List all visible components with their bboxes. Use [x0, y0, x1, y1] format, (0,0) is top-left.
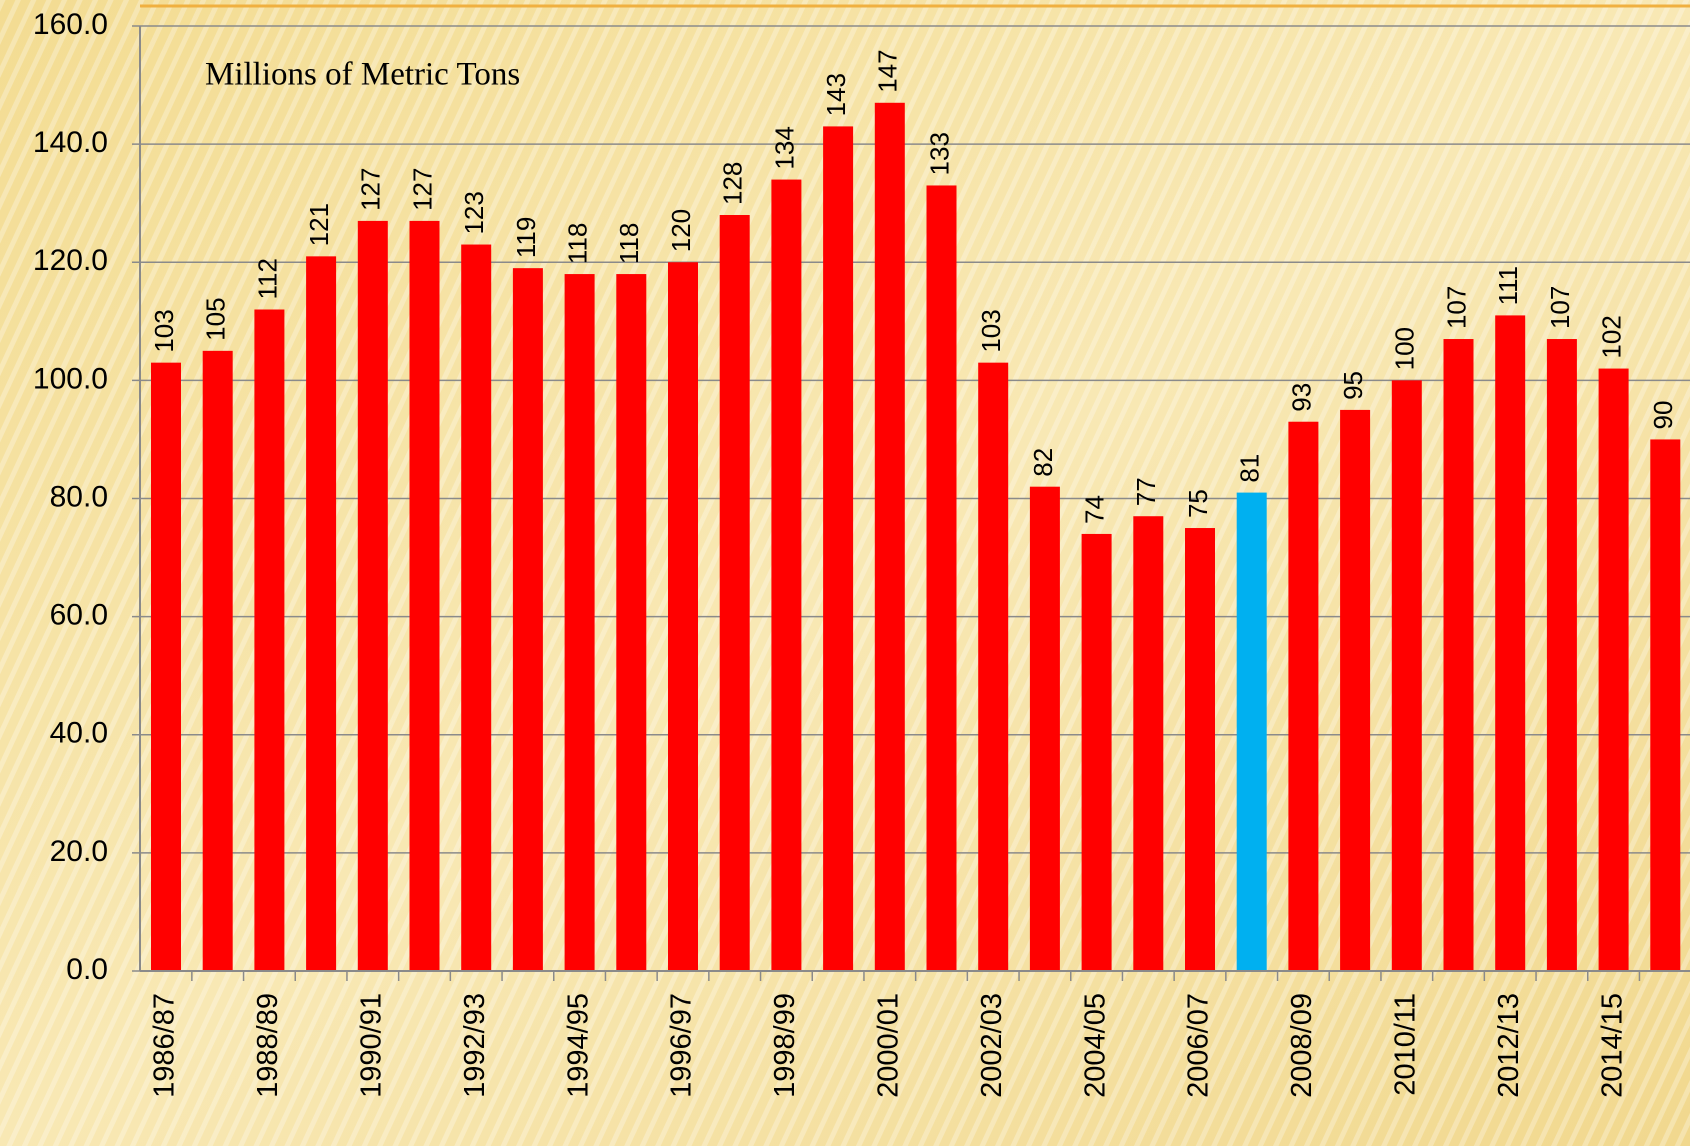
x-tick-label: 2012/13 [1493, 993, 1525, 1098]
x-tick-label: 1998/99 [769, 993, 801, 1098]
bar [151, 362, 181, 971]
bar [564, 274, 595, 971]
y-tick-label: 20.0 [50, 835, 108, 868]
x-tick-label: 2010/11 [1389, 993, 1421, 1096]
y-tick-label: 100.0 [33, 362, 108, 395]
x-tick-label: 2002/03 [976, 993, 1008, 1098]
bar [1546, 339, 1577, 971]
value-label: 107 [1545, 286, 1575, 329]
bar [771, 179, 802, 971]
value-label: 90 [1648, 401, 1678, 430]
bar [823, 126, 854, 971]
value-label: 107 [1441, 286, 1471, 329]
bar [1133, 516, 1164, 971]
value-label: 77 [1131, 477, 1161, 506]
x-tick-label: 1986/87 [149, 993, 181, 1098]
value-label: 81 [1235, 454, 1265, 483]
bar [1495, 315, 1526, 971]
x-tick-label: 2000/01 [872, 993, 904, 1098]
value-label: 127 [356, 168, 386, 211]
value-label: 75 [1183, 489, 1213, 518]
y-tick-label: 140.0 [33, 126, 108, 159]
value-label: 102 [1596, 315, 1626, 358]
x-tick-label: 1994/95 [562, 993, 594, 1098]
value-label: 118 [614, 223, 644, 264]
bar [357, 220, 388, 971]
value-label: 112 [252, 258, 282, 299]
value-label: 120 [666, 209, 696, 252]
value-label: 100 [1390, 327, 1420, 370]
value-label: 119 [511, 217, 541, 258]
bar [1029, 486, 1060, 971]
bar [926, 185, 957, 971]
bar [1391, 380, 1422, 971]
x-tick-label: 2004/05 [1079, 993, 1111, 1098]
value-label: 127 [407, 168, 437, 211]
value-label: 111 [1493, 266, 1523, 306]
chart-subtitle: Millions of Metric Tons [205, 57, 520, 93]
bar [616, 274, 647, 971]
value-label: 143 [821, 73, 851, 116]
value-label: 147 [873, 49, 903, 92]
bar [306, 256, 337, 971]
bar [1288, 421, 1319, 971]
value-label: 121 [304, 203, 334, 246]
value-label: 93 [1286, 383, 1316, 412]
bar [1650, 439, 1681, 971]
x-tick-label: 1992/93 [459, 993, 491, 1098]
y-tick-label: 80.0 [50, 480, 108, 513]
value-label: 118 [562, 223, 592, 264]
x-tick-label: 2008/09 [1286, 993, 1318, 1098]
bar [1185, 528, 1215, 971]
bar [1598, 368, 1629, 971]
bar [254, 309, 285, 971]
value-label: 123 [459, 191, 489, 234]
value-label: 103 [149, 309, 179, 352]
y-tick-label: 40.0 [50, 717, 108, 750]
bar [461, 244, 492, 971]
bar [1443, 339, 1474, 971]
x-tick-label: 2006/07 [1183, 993, 1215, 1098]
bar [719, 215, 750, 971]
bar [1340, 409, 1371, 971]
value-label: 134 [769, 126, 799, 169]
x-tick-label: 1990/91 [355, 993, 387, 1098]
bar [1236, 492, 1267, 971]
value-label: 105 [201, 297, 231, 340]
bar [512, 268, 543, 971]
value-label: 95 [1338, 371, 1368, 400]
y-tick-label: 0.0 [66, 953, 108, 986]
y-tick-label: 60.0 [50, 599, 108, 632]
value-label: 103 [976, 309, 1006, 352]
value-label: 128 [718, 162, 748, 205]
x-tick-label: 1996/97 [666, 993, 698, 1098]
x-tick-label: 1988/89 [252, 993, 284, 1098]
bar [202, 350, 233, 971]
value-label: 133 [924, 132, 954, 175]
x-tick-label: 2014/15 [1596, 993, 1628, 1098]
bar [874, 102, 905, 971]
y-tick-label: 120.0 [33, 244, 108, 277]
value-label: 74 [1079, 495, 1109, 524]
bar [978, 362, 1009, 971]
bar [668, 262, 698, 971]
y-tick-label: 160.0 [33, 8, 108, 41]
bar [1081, 533, 1112, 971]
value-label: 82 [1028, 448, 1058, 477]
bar [409, 220, 440, 971]
